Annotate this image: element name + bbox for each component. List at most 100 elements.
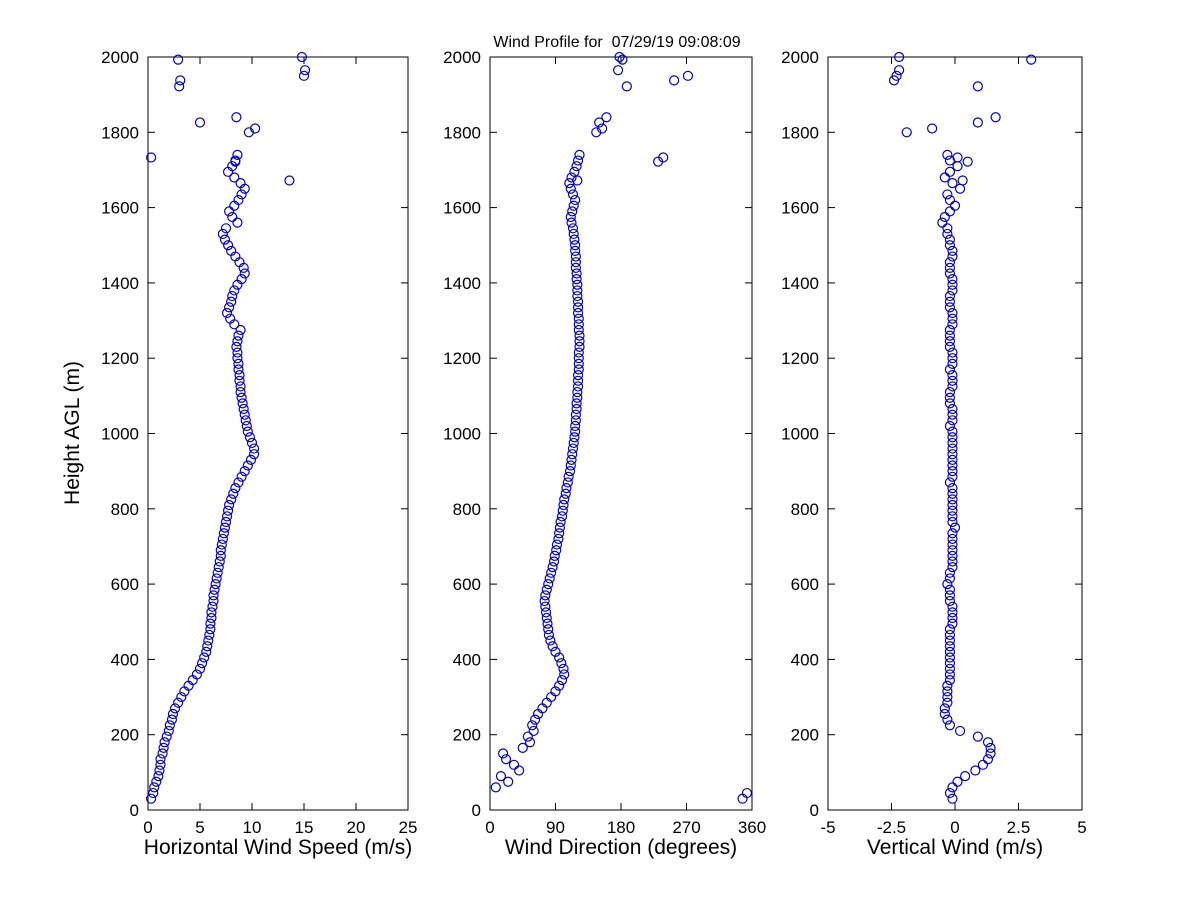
- data-point: [221, 511, 233, 522]
- data-point: [944, 590, 956, 601]
- x-tick-label: -2.5: [877, 818, 906, 837]
- data-point: [944, 290, 956, 302]
- panel-wind-direction: 0 90 180 270 360 0 200 400 600 800 1000 1200 1400 160…: [443, 48, 766, 837]
- data-point: [944, 641, 956, 652]
- data-point: [947, 313, 958, 324]
- data-point: [572, 155, 584, 166]
- data-point: [550, 686, 561, 697]
- data-point: [572, 386, 583, 398]
- data-point: [202, 641, 213, 652]
- data-point: [573, 364, 584, 375]
- data-point: [594, 117, 605, 128]
- data-point: [947, 353, 958, 364]
- data-point: [232, 336, 243, 347]
- data-point: [571, 403, 582, 415]
- data-point: [947, 370, 958, 381]
- data-point: [572, 279, 583, 290]
- data-point: [944, 166, 956, 177]
- data-point: [947, 511, 958, 522]
- y-tick-label: 1000: [101, 425, 139, 444]
- data-point: [558, 663, 569, 674]
- data-point: [169, 703, 181, 714]
- data-point: [217, 533, 228, 545]
- data-point: [554, 652, 565, 663]
- data-point: [614, 51, 625, 63]
- data-point: [548, 556, 560, 567]
- data-point: [568, 200, 579, 211]
- y-tick-label: 2000: [101, 48, 139, 67]
- data-point: [947, 409, 958, 420]
- data-point: [947, 251, 958, 262]
- data-point: [947, 460, 958, 471]
- data-point: [163, 725, 174, 737]
- data-point: [947, 556, 958, 567]
- data-point: [574, 336, 585, 347]
- data-point: [228, 488, 239, 499]
- data-point: [546, 567, 557, 578]
- data-point: [947, 782, 958, 793]
- data-point: [947, 245, 958, 256]
- data-point: [541, 584, 552, 595]
- data-point: [944, 624, 956, 635]
- y-tick-label: 1200: [443, 349, 481, 368]
- data-point: [944, 584, 956, 595]
- data-point: [954, 725, 966, 737]
- y-tick-label: 2000: [781, 48, 819, 67]
- data-point: [985, 742, 996, 753]
- data-point: [234, 375, 245, 386]
- data-point: [567, 206, 578, 217]
- data-point: [570, 194, 581, 206]
- data-point: [570, 251, 581, 262]
- data-point: [524, 737, 536, 748]
- data-point: [952, 152, 963, 163]
- data-point: [572, 296, 584, 307]
- data-point: [246, 437, 258, 449]
- data-point: [239, 466, 250, 477]
- data-point: [944, 787, 956, 799]
- data-point: [153, 771, 164, 782]
- data-point: [213, 562, 224, 573]
- data-point: [972, 81, 983, 92]
- data-point: [566, 217, 577, 228]
- data-point: [571, 268, 582, 279]
- data-point: [573, 313, 584, 324]
- data-point: [503, 776, 514, 787]
- data-point: [236, 392, 247, 403]
- data-point: [540, 607, 552, 618]
- data-point: [500, 754, 512, 765]
- data-point: [570, 409, 581, 420]
- data-point: [167, 708, 179, 720]
- data-point: [947, 494, 958, 505]
- y-tick-label: 1000: [443, 425, 481, 444]
- data-point: [559, 494, 570, 505]
- data-point: [556, 675, 568, 686]
- data-point: [205, 624, 216, 635]
- y-tick-label: 1800: [781, 123, 819, 142]
- y-tick-label: 800: [453, 500, 481, 519]
- data-point: [559, 669, 570, 680]
- data-point: [947, 319, 958, 330]
- data-point: [230, 482, 241, 494]
- data-point: [573, 358, 584, 369]
- y-axis-label: Height AGL (m): [61, 361, 84, 505]
- data-point: [566, 172, 577, 183]
- data-point: [543, 578, 554, 590]
- data-point: [245, 454, 257, 465]
- data-point: [232, 347, 243, 358]
- data-point: [219, 234, 231, 245]
- data-point: [942, 189, 953, 200]
- data-point: [947, 279, 958, 290]
- data-point: [570, 262, 581, 273]
- data-point: [554, 680, 565, 691]
- data-point: [572, 290, 583, 302]
- y-tick-label: 1400: [101, 274, 139, 293]
- data-point: [522, 731, 533, 742]
- data-point: [947, 612, 958, 624]
- data-point: [952, 161, 963, 172]
- y-tick-label: 1800: [443, 123, 481, 142]
- data-point: [201, 646, 212, 657]
- data-point: [572, 302, 584, 313]
- data-point: [894, 51, 905, 63]
- data-point: [947, 347, 958, 358]
